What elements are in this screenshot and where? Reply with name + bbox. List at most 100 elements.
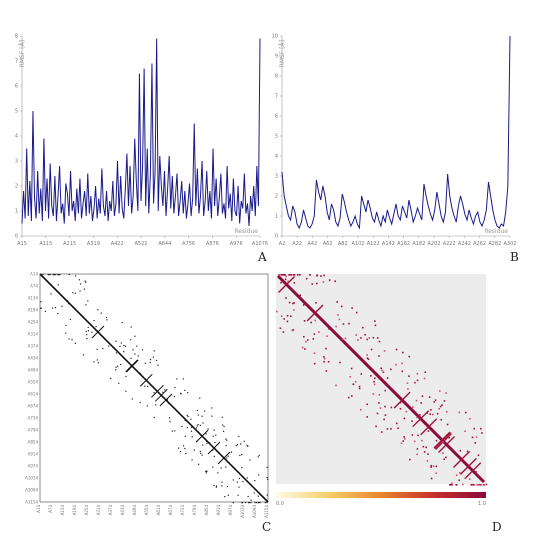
contact-dot bbox=[425, 446, 427, 449]
y-tick-label: A614 bbox=[28, 392, 39, 397]
contact-dot bbox=[480, 484, 482, 486]
contact-dot bbox=[75, 275, 77, 277]
contact-dot bbox=[360, 408, 362, 411]
x-tick-label: A62 bbox=[323, 241, 333, 247]
x-tick-label: A614 bbox=[156, 505, 161, 516]
contact-dot bbox=[478, 484, 480, 486]
contact-dot bbox=[147, 385, 149, 388]
contact-dot bbox=[357, 339, 359, 341]
contact-dot bbox=[323, 356, 325, 358]
contact-dot bbox=[115, 366, 117, 368]
contact-dot bbox=[416, 379, 419, 382]
contact-dot bbox=[136, 345, 138, 347]
rmsf-series-line bbox=[281, 35, 511, 230]
x-tick-label: A374 bbox=[108, 505, 113, 516]
x-tick-label: A194 bbox=[72, 505, 77, 516]
contact-dot bbox=[404, 438, 406, 440]
contact-dot bbox=[306, 339, 309, 341]
contact-dot bbox=[247, 445, 249, 447]
contact-dot bbox=[134, 335, 136, 337]
contact-dot bbox=[254, 502, 256, 504]
contact-dot bbox=[241, 453, 243, 456]
contact-dot bbox=[215, 434, 217, 436]
y-axis-title: RMSF [Å] bbox=[19, 40, 26, 67]
x-tick-label: A314 bbox=[96, 505, 101, 516]
contact-dot bbox=[475, 470, 477, 473]
x-tick-label: A644 bbox=[158, 241, 171, 247]
contact-dot bbox=[97, 362, 99, 364]
contact-dot bbox=[232, 479, 234, 481]
contact-dot bbox=[174, 430, 176, 432]
x-axis-title: Residue bbox=[234, 228, 258, 235]
cross-contact bbox=[306, 304, 324, 322]
contact-map-d: 0.0 1.0 bbox=[270, 268, 535, 538]
contact-dot bbox=[292, 302, 294, 305]
contact-dot bbox=[144, 385, 146, 387]
contact-dot bbox=[153, 386, 155, 389]
contact-dot bbox=[130, 326, 132, 328]
contact-dot bbox=[335, 325, 337, 328]
contact-dot bbox=[287, 280, 289, 283]
contact-dot bbox=[378, 340, 381, 343]
contact-dot bbox=[257, 495, 259, 497]
contact-dot bbox=[202, 444, 204, 446]
contact-dot bbox=[403, 436, 405, 438]
contact-dot bbox=[366, 354, 368, 356]
contact-dot bbox=[434, 399, 437, 401]
contact-dot bbox=[386, 377, 389, 379]
y-axis-title: RMSF [Å] bbox=[279, 40, 286, 67]
contact-dot bbox=[438, 390, 441, 392]
contact-dot bbox=[326, 335, 328, 337]
x-tick-label: A14 bbox=[36, 505, 41, 513]
contact-dot bbox=[206, 440, 208, 443]
contact-dot bbox=[93, 361, 95, 363]
contact-dot bbox=[86, 338, 88, 340]
x-tick-label: A162 bbox=[397, 241, 410, 247]
contact-dot bbox=[390, 406, 393, 409]
contact-dot bbox=[339, 361, 341, 364]
panel-letter-c: C bbox=[262, 520, 272, 534]
contact-dot bbox=[212, 435, 214, 437]
contact-dot bbox=[79, 283, 82, 285]
contact-dot bbox=[196, 409, 198, 412]
contact-dot bbox=[372, 336, 375, 339]
contact-dot bbox=[257, 456, 259, 458]
contact-dot bbox=[296, 274, 299, 276]
x-tick-label: A1034 bbox=[240, 505, 245, 518]
contact-dot bbox=[276, 310, 278, 313]
contact-dot bbox=[280, 315, 283, 317]
contact-dot bbox=[221, 416, 223, 418]
x-tick-label: A914 bbox=[216, 505, 221, 516]
contact-dot bbox=[40, 301, 42, 303]
contact-dot bbox=[118, 382, 120, 384]
contact-dot bbox=[482, 484, 485, 486]
contact-dot bbox=[117, 365, 119, 367]
contact-dot bbox=[169, 421, 171, 423]
contact-dot bbox=[293, 281, 296, 284]
contact-dot bbox=[184, 419, 186, 422]
contact-dot bbox=[244, 502, 247, 504]
contact-dot bbox=[473, 484, 476, 486]
contact-dot bbox=[310, 321, 313, 324]
x-tick-label: A1094 bbox=[252, 505, 257, 518]
contact-dot bbox=[238, 477, 241, 480]
contact-dot bbox=[187, 392, 189, 394]
contact-dot bbox=[285, 275, 287, 278]
cross-contact bbox=[125, 359, 139, 373]
contact-dot bbox=[85, 330, 87, 332]
contact-dot bbox=[476, 484, 479, 486]
contact-dot bbox=[373, 380, 375, 383]
contact-dot bbox=[65, 332, 67, 334]
contact-dot bbox=[374, 320, 376, 323]
contact-dot bbox=[421, 395, 424, 397]
contact-dot bbox=[305, 277, 308, 280]
y-tick-label: 4 bbox=[275, 154, 278, 160]
contact-dot bbox=[445, 434, 448, 437]
contact-dot bbox=[40, 307, 42, 309]
y-tick-label: A74 bbox=[30, 284, 38, 289]
contact-dot bbox=[424, 371, 427, 374]
contact-dot bbox=[313, 352, 316, 355]
x-tick-label: A115 bbox=[39, 241, 52, 247]
contact-dot bbox=[372, 393, 375, 395]
